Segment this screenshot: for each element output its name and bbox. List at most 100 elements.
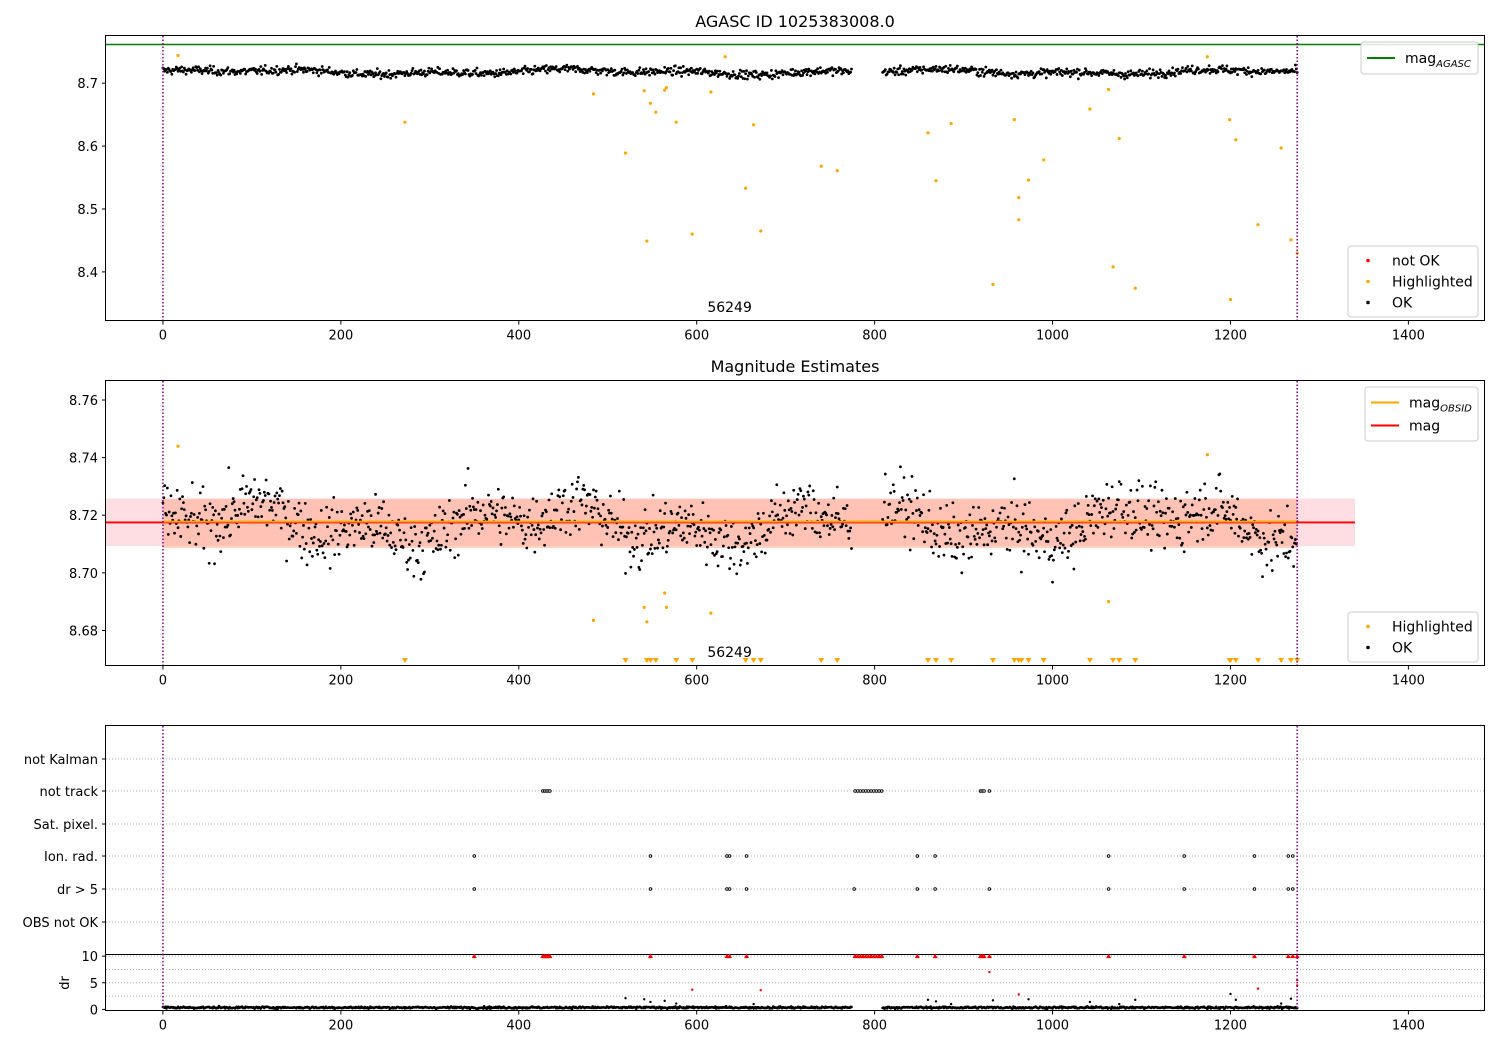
- ok-point: [708, 531, 712, 535]
- ok-point: [932, 532, 936, 536]
- ok-point: [438, 505, 442, 509]
- ok-point: [566, 510, 570, 514]
- below-range-marker: [1294, 658, 1301, 663]
- ok-point: [832, 496, 836, 500]
- ok-point: [254, 498, 258, 502]
- ok-point: [1060, 551, 1064, 555]
- ok-point: [940, 70, 944, 73]
- ok-point: [294, 532, 298, 535]
- ok-point: [911, 511, 915, 515]
- ok-point: [318, 544, 321, 548]
- ok-point: [508, 512, 512, 516]
- ok-point: [557, 488, 561, 492]
- ok-point: [466, 69, 470, 72]
- ok-point: [668, 529, 672, 533]
- ok-point: [554, 65, 558, 68]
- ok-point: [240, 487, 244, 491]
- ok-point: [1246, 537, 1250, 541]
- ok-point: [1079, 533, 1083, 536]
- ok-point: [960, 571, 964, 575]
- ok-point: [1229, 526, 1233, 530]
- ok-point: [203, 504, 207, 508]
- ok-point: [650, 552, 654, 555]
- ok-point: [520, 528, 524, 532]
- ok-point: [738, 563, 742, 567]
- ok-point: [495, 509, 498, 513]
- ok-point: [1157, 76, 1160, 80]
- flag-point: [1286, 854, 1291, 858]
- ok-point: [742, 550, 746, 554]
- ok-point: [948, 64, 952, 67]
- ok-point: [1288, 549, 1292, 553]
- ok-point: [614, 531, 618, 535]
- ok-point: [1159, 514, 1163, 518]
- ok-point: [190, 481, 194, 484]
- ok-point: [987, 534, 991, 538]
- ok-point: [1068, 525, 1072, 529]
- ok-point: [273, 68, 277, 72]
- ok-point: [438, 67, 442, 71]
- ok-point: [552, 524, 555, 528]
- ok-point: [956, 523, 960, 527]
- highlighted-point: [1106, 87, 1111, 92]
- ok-point: [588, 69, 592, 73]
- ok-point: [947, 66, 950, 70]
- ok-point: [975, 542, 979, 546]
- ok-point: [758, 77, 762, 81]
- ok-point: [907, 515, 910, 519]
- ok-point: [1186, 511, 1190, 514]
- ok-point: [499, 543, 503, 546]
- ok-point: [495, 69, 498, 72]
- ok-point: [737, 537, 741, 541]
- ok-point: [1061, 543, 1065, 547]
- ok-point: [883, 500, 886, 504]
- ok-point: [729, 556, 732, 560]
- ok-point: [1216, 70, 1220, 74]
- ok-point: [697, 525, 700, 529]
- ok-point: [319, 509, 323, 512]
- x-tick-label: 1400: [1392, 329, 1425, 344]
- ok-point: [566, 69, 570, 73]
- ok-point: [730, 545, 734, 549]
- ok-point: [459, 532, 463, 536]
- dr-flagged-point: [759, 989, 762, 992]
- ok-point: [818, 535, 822, 539]
- ok-point: [1292, 565, 1296, 568]
- x-tick-label: 1000: [1036, 674, 1069, 689]
- flag-category-label: dr > 5: [57, 883, 98, 898]
- ok-point: [393, 544, 397, 548]
- ok-point: [301, 535, 305, 539]
- ok-point: [620, 67, 624, 71]
- dr-point: [991, 999, 995, 1002]
- ok-point: [423, 69, 426, 73]
- ok-point: [1206, 533, 1210, 537]
- ok-point: [374, 492, 377, 496]
- ok-point: [995, 68, 998, 72]
- x-tick-label: 200: [328, 329, 353, 344]
- ok-point: [665, 544, 669, 548]
- ok-point: [969, 542, 973, 546]
- ok-point: [594, 489, 598, 493]
- ok-point: [387, 513, 391, 517]
- ok-point: [669, 509, 673, 513]
- ok-point: [715, 550, 719, 554]
- flag-point: [866, 789, 871, 793]
- ok-point: [462, 69, 466, 72]
- y-tick-label: 8.74: [69, 452, 98, 467]
- x-tick-label: 1400: [1392, 674, 1425, 689]
- x-tick-label: 1200: [1214, 1019, 1247, 1034]
- ok-point: [391, 540, 395, 544]
- ok-point: [560, 501, 564, 505]
- panel-2-frame: [105, 380, 1485, 666]
- ok-point: [283, 505, 287, 509]
- dr-clipped-marker: [471, 953, 477, 959]
- ok-point: [303, 502, 307, 505]
- ok-point: [929, 1005, 932, 1008]
- ok-point: [790, 510, 794, 513]
- ok-point: [601, 69, 604, 73]
- ok-point: [727, 546, 731, 550]
- ok-point: [993, 536, 997, 540]
- ok-point: [713, 537, 717, 541]
- ok-point: [326, 525, 329, 529]
- ok-point: [833, 528, 836, 532]
